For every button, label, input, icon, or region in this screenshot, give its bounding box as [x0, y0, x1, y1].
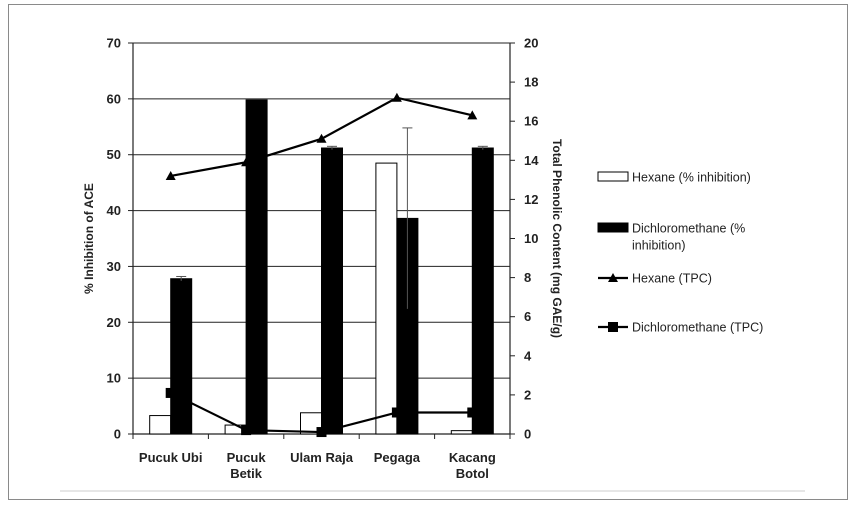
x-category-label: Pucuk: [227, 450, 267, 465]
y2-tick-label: 12: [524, 192, 538, 207]
square-marker: [467, 407, 478, 418]
bottom-divider: [60, 490, 805, 492]
legend-label: Dichloromethane (TPC): [632, 321, 763, 335]
triangle-marker: [316, 133, 327, 143]
x-category-label: Pegaga: [374, 450, 421, 465]
chart-frame: [8, 4, 848, 500]
y2-tick-label: 2: [524, 387, 531, 402]
legend-label: Dichloromethane (%: [632, 222, 745, 236]
y-tick-label: 60: [107, 91, 121, 106]
y-tick-label: 70: [107, 36, 121, 51]
y2-tick-label: 10: [524, 231, 538, 246]
triangle-marker: [391, 92, 402, 102]
bar: [375, 162, 398, 435]
x-category-label: Botol: [456, 466, 489, 481]
bar: [149, 415, 172, 435]
y2-tick-label: 4: [524, 348, 532, 363]
y-tick-label: 30: [107, 259, 121, 274]
x-category-label: Pucuk Ubi: [139, 450, 203, 465]
bar: [471, 147, 494, 435]
square-marker: [165, 387, 176, 398]
y-axis-title: % Inhibition of ACE: [82, 183, 96, 294]
legend-square-marker: [608, 322, 618, 332]
legend-triangle-marker: [608, 273, 618, 282]
legend-swatch: [597, 222, 629, 233]
bar: [450, 430, 473, 435]
legend-swatch: [597, 171, 629, 182]
bar: [245, 99, 268, 435]
square-marker: [391, 407, 402, 418]
y-tick-label: 50: [107, 147, 121, 162]
y2-tick-label: 14: [524, 153, 539, 168]
square-marker: [241, 425, 252, 436]
y-tick-label: 20: [107, 315, 121, 330]
triangle-marker: [467, 110, 478, 120]
y2-tick-label: 18: [524, 75, 538, 90]
legend-label: Hexane (% inhibition): [632, 171, 751, 185]
y-tick-label: 0: [114, 427, 121, 442]
y2-tick-label: 0: [524, 427, 531, 442]
y2-tick-label: 6: [524, 309, 531, 324]
y2-tick-label: 8: [524, 270, 531, 285]
y2-axis-title: Total Phenolic Content (mg GAE/g): [550, 139, 564, 338]
x-category-label: Ulam Raja: [290, 450, 354, 465]
triangle-marker: [165, 170, 176, 180]
y-tick-label: 40: [107, 203, 121, 218]
bar: [170, 278, 193, 435]
triangle-marker: [241, 157, 252, 167]
square-marker: [316, 427, 327, 438]
x-category-label: Betik: [230, 466, 263, 481]
y-tick-label: 10: [107, 371, 121, 386]
y2-tick-label: 20: [524, 36, 538, 51]
legend-label: inhibition): [632, 239, 686, 253]
x-category-label: Kacang: [449, 450, 496, 465]
y2-tick-label: 16: [524, 114, 538, 129]
legend-label: Hexane (TPC): [632, 272, 712, 286]
bar: [321, 147, 343, 435]
